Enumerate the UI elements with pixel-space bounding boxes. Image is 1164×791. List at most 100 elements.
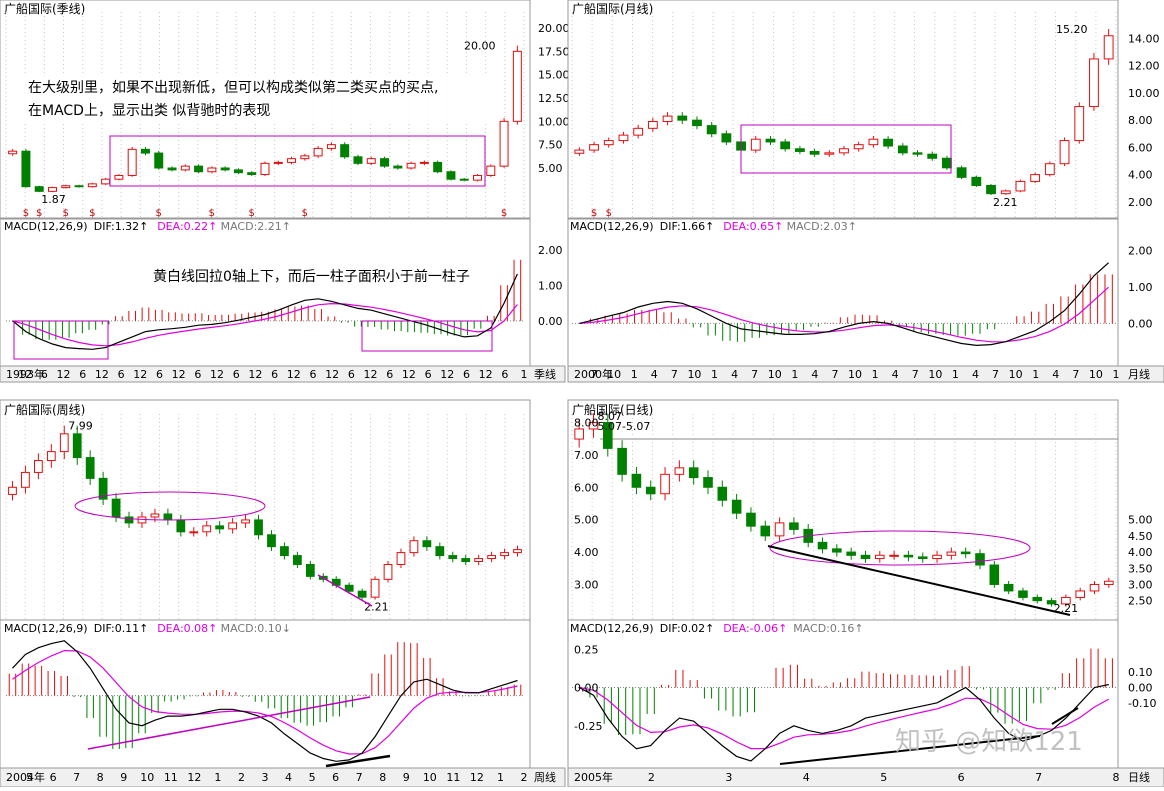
dif-line bbox=[578, 683, 1109, 762]
date-tick-label: 4 bbox=[803, 771, 810, 784]
date-tick-label: 12 bbox=[172, 368, 186, 381]
macd-legend-dif: DIF:1.66↑ bbox=[660, 220, 715, 233]
candle bbox=[48, 187, 57, 192]
daily-macd-axis: 0.10 0.00 -0.10 0.25 0.00 -0.25 bbox=[574, 643, 1156, 732]
macd-legend-macd: MACD:0.10↓ bbox=[221, 622, 291, 635]
candle bbox=[513, 549, 522, 554]
daily-period-label: 日线 bbox=[1128, 770, 1150, 784]
date-tick-label: 4 bbox=[972, 368, 979, 381]
date-tick-label: 12 bbox=[18, 368, 32, 381]
panel-frame bbox=[567, 218, 1119, 367]
price-tick-label: 12.50 bbox=[538, 92, 570, 105]
candle bbox=[617, 447, 627, 475]
low-price-label: 2.21 bbox=[993, 196, 1018, 209]
macd-tick-label-left: -0.25 bbox=[574, 720, 602, 733]
candle bbox=[986, 185, 996, 195]
candle bbox=[409, 540, 419, 554]
monthly-macd-panel: MACD(12,26,9) DIF:1.66↑ DEA:0.65↑ MACD:2.03… bbox=[567, 218, 1153, 367]
candle bbox=[370, 578, 380, 598]
candle bbox=[917, 556, 928, 560]
candle bbox=[247, 172, 257, 176]
macd-legend-prefix: MACD(12,26,9) bbox=[570, 220, 654, 233]
date-tick-label: 6 bbox=[118, 368, 125, 381]
candle bbox=[927, 153, 938, 159]
date-tick-label: 8 bbox=[1113, 771, 1120, 784]
candle bbox=[163, 513, 173, 521]
date-tick-label: 1 bbox=[497, 771, 504, 784]
macd-tick-label: 1.00 bbox=[1128, 281, 1153, 294]
date-tick-label: 5 bbox=[26, 771, 33, 784]
candle bbox=[254, 519, 263, 536]
macd-legend-dea: DEA:0.65↑ bbox=[723, 220, 783, 233]
quarterly-macd-legend: MACD(12,26,9) DIF:1.32↑ DEA:0.22↑ MACD:2.21… bbox=[4, 220, 291, 233]
monthly-price-panel: 广船国际(月线) 15.20 2.21 $ $ 14.00 12.00 10.00 8.00… bbox=[567, 0, 1160, 360]
candle bbox=[512, 50, 522, 122]
candle bbox=[287, 158, 297, 163]
candle bbox=[267, 534, 276, 548]
quarterly-consolidation-box bbox=[109, 135, 486, 187]
date-tick-label: 6 bbox=[194, 368, 201, 381]
date-tick-label: 6 bbox=[79, 368, 86, 381]
date-tick-label: 6 bbox=[233, 368, 240, 381]
daily-price-panel: 广船国际(日线) 5.07-5.078.072.21 5.004.504.003… bbox=[567, 399, 1153, 764]
candle bbox=[46, 451, 56, 462]
monthly-macd bbox=[572, 262, 1116, 347]
candle bbox=[59, 433, 69, 453]
date-tick-label: 2 bbox=[648, 771, 655, 784]
quarterly-note-line-2: 在MACD上，显示出类 似背驰时的表现 bbox=[28, 103, 270, 119]
quarterly-macd-axis: 2.00 1.00 0.00 bbox=[538, 244, 563, 328]
date-tick-label: 7 bbox=[671, 368, 678, 381]
candle bbox=[721, 133, 732, 143]
date-tick-label: 1 bbox=[521, 368, 528, 381]
date-tick-label: 2 bbox=[521, 771, 528, 784]
date-strip bbox=[567, 365, 1164, 383]
candle bbox=[1018, 590, 1028, 598]
low-price-label: 1.87 bbox=[41, 193, 65, 206]
watermark: 知乎 @知欲121 bbox=[895, 727, 1083, 757]
weekly-macd-panel: MACD(12,26,9) DIF:0.11↑ DEA:0.08↑ MACD:0.10… bbox=[0, 619, 531, 769]
daily-macd-panel: MACD(12,26,9) DIF:0.02↑ DEA:-0.06↑ MACD:0.1… bbox=[567, 619, 1156, 769]
candle bbox=[1000, 190, 1011, 195]
daily-macd-divergence-line-2 bbox=[1051, 707, 1079, 725]
panel-frame bbox=[567, 0, 1119, 219]
date-tick-label: 7 bbox=[591, 368, 598, 381]
candle bbox=[357, 590, 367, 598]
candle bbox=[1003, 583, 1014, 592]
date-tick-label: 1 bbox=[631, 368, 638, 381]
candle bbox=[832, 548, 842, 553]
quarterly-price-panel: 广船国际(季线) 20.00 1.87 $ $ $ $ $ $ $ $ $ 在大级别里，如果不出现新… bbox=[0, 0, 570, 360]
candle bbox=[1089, 583, 1100, 592]
date-tick-label: 5 bbox=[880, 771, 887, 784]
high-price-label: 20.00 bbox=[464, 40, 496, 53]
candle bbox=[305, 563, 315, 577]
date-tick-label: 6 bbox=[348, 368, 355, 381]
date-tick-label: 11 bbox=[164, 771, 178, 784]
dif-line bbox=[12, 640, 518, 762]
date-tick-label: 6 bbox=[386, 368, 393, 381]
macd-legend-macd: MACD:2.21↑ bbox=[221, 220, 291, 233]
candle bbox=[194, 165, 204, 173]
candle bbox=[889, 554, 899, 557]
candle bbox=[647, 121, 658, 129]
candle bbox=[124, 516, 134, 524]
candle bbox=[946, 551, 957, 556]
weekly-macd-divergence-line bbox=[325, 754, 391, 768]
candle bbox=[500, 552, 509, 557]
candle bbox=[765, 138, 776, 143]
buy-signal-marker: $ bbox=[249, 208, 255, 219]
date-tick-label: 9 bbox=[403, 771, 410, 784]
candle bbox=[280, 546, 289, 557]
dif-line bbox=[579, 262, 1110, 347]
date-tick-label: 1993年 bbox=[6, 367, 45, 381]
weekly-consolidation-ellipse bbox=[74, 491, 266, 521]
candle bbox=[300, 155, 310, 160]
quarterly-period-label: 季线 bbox=[534, 367, 556, 381]
candle bbox=[956, 167, 967, 178]
price-tick-label: 10.00 bbox=[1128, 87, 1160, 100]
candle bbox=[202, 525, 212, 533]
date-tick-label: 5 bbox=[309, 771, 316, 784]
panel-frame bbox=[0, 218, 531, 367]
candle bbox=[903, 554, 914, 558]
